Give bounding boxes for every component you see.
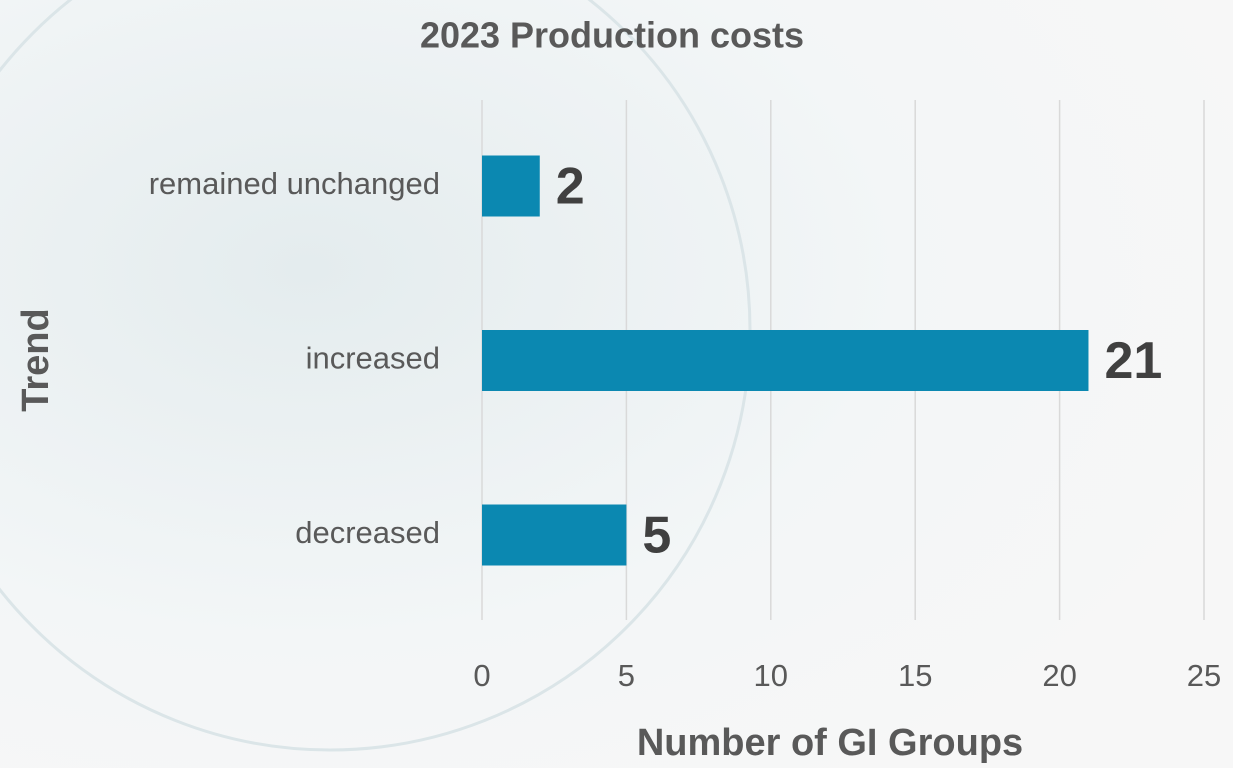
bar	[482, 330, 1089, 391]
bar	[482, 504, 627, 566]
y-tick-label: increased	[306, 341, 440, 376]
y-axis-label: Trend	[15, 308, 57, 411]
y-tick-label: remained unchanged	[149, 166, 440, 201]
x-axis-label: Number of GI Groups	[637, 722, 1023, 764]
x-tick-label: 25	[1187, 658, 1221, 693]
x-tick-label: 5	[618, 658, 635, 693]
data-label: 2	[556, 158, 585, 216]
data-label: 5	[642, 507, 671, 565]
x-tick-label: 0	[473, 658, 490, 693]
y-tick-label: decreased	[295, 515, 440, 550]
x-tick-label: 20	[1042, 658, 1076, 693]
x-tick-label: 10	[754, 658, 788, 693]
data-label: 21	[1104, 332, 1162, 390]
chart-title: 2023 Production costs	[420, 15, 804, 56]
x-tick-label: 15	[898, 658, 932, 693]
bar	[482, 155, 540, 217]
